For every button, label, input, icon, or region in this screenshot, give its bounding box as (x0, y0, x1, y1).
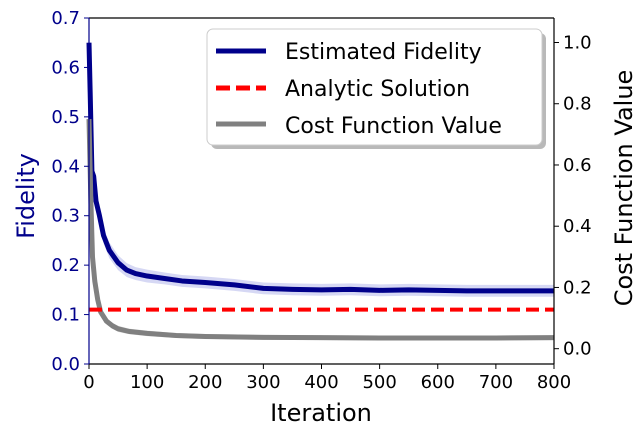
left-y-tick-label: 0.2 (51, 255, 80, 276)
left-y-tick-label: 0.1 (51, 305, 80, 326)
x-tick-label: 200 (188, 372, 222, 393)
x-tick-label: 300 (246, 372, 280, 393)
right-y-axis-label: Cost Function Value (610, 70, 638, 307)
left-y-tick-label: 0.4 (51, 156, 80, 177)
right-y-tick-label: 0.0 (563, 339, 592, 360)
left-y-tick-label: 0.5 (51, 107, 80, 128)
right-y-tick-label: 1.0 (563, 32, 592, 53)
axes: 0 100 200 300 400 500 600 700 800 0.0 0.1 0.2 0.3 0.4… (51, 8, 591, 393)
right-y-tick-label: 0.4 (563, 216, 592, 237)
legend-label-cost-function-value: Cost Function Value (285, 114, 502, 139)
x-tick-label: 800 (537, 372, 571, 393)
left-y-tick-label: 0.6 (51, 57, 80, 78)
x-tick-label: 100 (130, 372, 164, 393)
left-y-tick-label: 0.3 (51, 206, 80, 227)
legend: Estimated Fidelity Analytic Solution Cos… (206, 28, 546, 149)
x-tick-label: 500 (362, 372, 396, 393)
legend-label-analytic-solution: Analytic Solution (285, 77, 470, 102)
series-line-estimated-fidelity (86, 42, 554, 294)
left-y-tick-label: 0.0 (51, 354, 80, 375)
right-y-tick-label: 0.6 (563, 155, 592, 176)
plot-area (86, 42, 555, 341)
x-tick-label: 700 (479, 372, 513, 393)
x-axis-label: Iteration (270, 399, 372, 427)
legend-label-estimated-fidelity: Estimated Fidelity (285, 40, 482, 65)
left-y-axis-label: Fidelity (12, 153, 40, 239)
x-tick-label: 600 (421, 372, 455, 393)
series-line-cost-function-value (86, 118, 555, 341)
x-tick-label: 0 (83, 372, 94, 393)
right-y-tick-label: 0.2 (563, 277, 592, 298)
band-cost-function-value (89, 119, 554, 341)
right-y-tick-label: 0.8 (563, 94, 592, 115)
legend-box (206, 28, 543, 146)
left-y-tick-label: 0.7 (51, 8, 80, 29)
x-tick-label: 400 (304, 372, 338, 393)
